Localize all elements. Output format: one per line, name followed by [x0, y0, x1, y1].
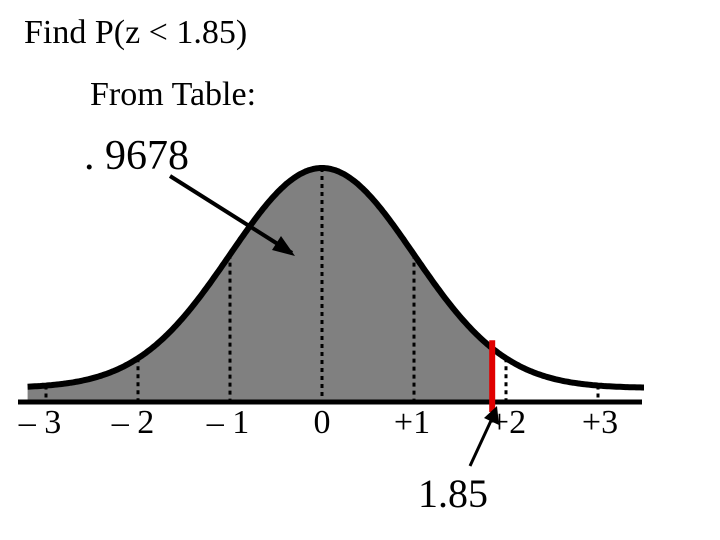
probability-arrow-head [272, 236, 295, 256]
tick-label-0: 0 [313, 404, 331, 441]
tick-label-pos1: +1 [393, 404, 431, 441]
tick-label-pos3: +3 [581, 404, 619, 441]
bell-curve [26, 165, 646, 391]
tick-label-pos2: +2 [489, 404, 527, 441]
probability-value: . 9678 [84, 133, 189, 179]
z-label-arrow-head [484, 406, 499, 425]
table-caption: From Table: [90, 76, 257, 113]
shaded-area [27, 168, 493, 400]
page-title: Find P(z < 1.85) [24, 14, 248, 51]
z-value-label: 1.85 [418, 471, 488, 516]
tick-label-neg3: – 3 [18, 404, 62, 441]
tick-label-neg1: – 1 [206, 404, 250, 441]
probability-arrow [168, 174, 294, 255]
tick-label-neg2: – 2 [111, 404, 155, 441]
